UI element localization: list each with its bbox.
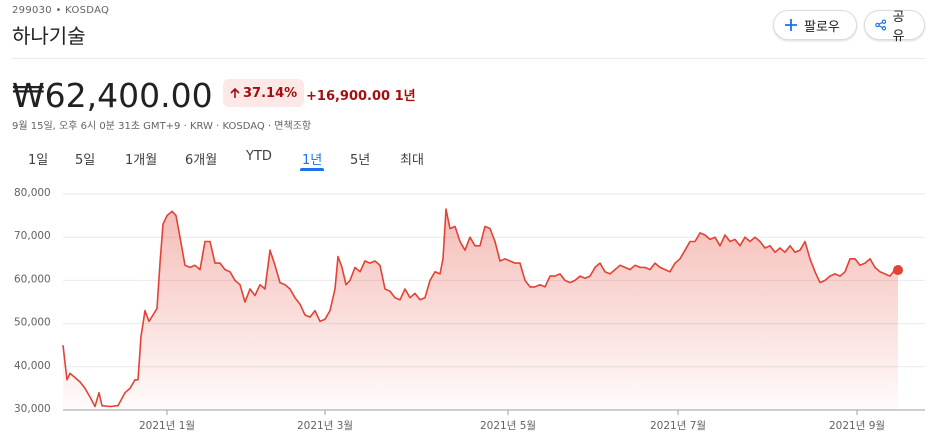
y-tick-label: 50,000 [14,317,51,329]
y-tick-label: 60,000 [14,273,51,285]
change: +16,900.00 1년 [306,89,416,104]
y-tick-label: 80,000 [14,187,51,199]
x-tick-label: 2021년 9월 [829,420,885,432]
x-tick-label: 2021년 5월 [480,420,536,432]
range-tab[interactable]: 1년 [302,153,323,168]
timestamp: 9월 15일, 오후 6시 0분 31초 GMT+9 · KRW · KOSDA… [12,121,312,132]
x-tick-label: 2021년 3월 [297,420,353,432]
follow-button[interactable]: 팔로우 [773,10,857,40]
x-tick-label: 2021년 1월 [139,420,195,432]
ticker: 299030 • KOSDAQ [12,5,110,16]
share-icon [875,19,887,31]
range-tab[interactable]: 최대 [400,153,424,168]
price-line [62,208,899,408]
range-tab[interactable]: 5년 [350,153,371,168]
range-tab[interactable]: 1개월 [125,153,158,168]
y-tick-label: 30,000 [14,403,51,415]
range-tab[interactable]: 5일 [75,153,96,168]
price: ₩62,400.00 [12,76,213,115]
separator [12,58,926,59]
stock-name: 하나기술 [12,24,86,48]
up-arrow [230,87,240,98]
change-percent: 37.14% [243,85,298,101]
y-tick-label: 40,000 [14,360,51,372]
range-tab[interactable]: YTD [246,149,272,164]
range-tab[interactable]: 1일 [28,153,49,168]
change-chip: 37.14% [223,79,305,107]
follow-label: 팔로우 [804,19,840,35]
y-tick-label: 70,000 [14,230,51,242]
share-button[interactable]: 공유 [864,10,925,44]
range-tab[interactable]: 6개월 [185,153,218,168]
x-tick-label: 2021년 7월 [650,420,706,432]
share-label: 공유 [892,10,905,44]
last-point [893,265,903,276]
active-underline [300,168,324,171]
plus-icon [785,19,797,31]
area-fill [63,209,898,410]
